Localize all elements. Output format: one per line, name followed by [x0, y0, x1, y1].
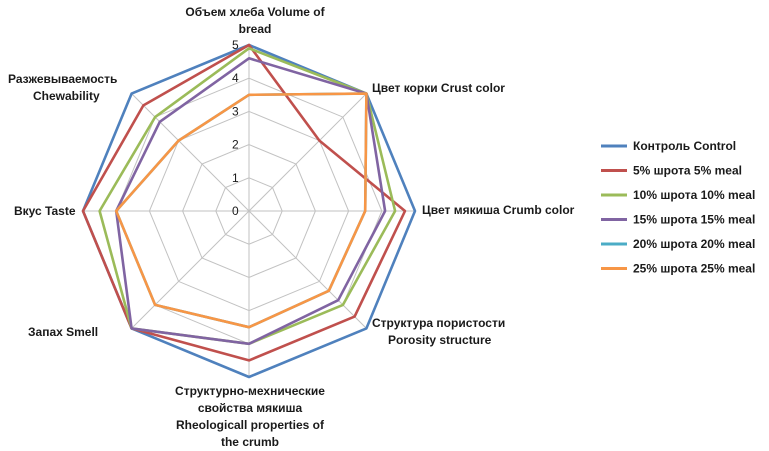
axis-label-4-line-1: Структура пористости [372, 316, 505, 330]
legend-label-5: 20% шрота 20% meal [633, 237, 755, 251]
tick-label-1: 1 [232, 171, 239, 185]
grid-spoke-2 [248, 93, 367, 212]
tick-label-2: 2 [232, 138, 239, 152]
grid-spoke-6 [131, 210, 250, 329]
axis-label-8-line-2: Chewability [33, 89, 100, 103]
tick-label-5: 5 [232, 38, 239, 52]
axis-label-5-line-3: Rheologicall properties of [176, 418, 325, 432]
axis-label-layer: Объем хлеба Volume of bread Цвет корки Cru… [8, 5, 575, 449]
tick-label-4: 4 [232, 71, 239, 85]
series-line-2 [81, 43, 407, 362]
series-layer [81, 43, 417, 379]
axis-label-8-line-1: Разжевываемость [8, 72, 117, 86]
legend-label-2: 5% шрота 5% meal [633, 164, 742, 178]
legend-label-1: Контроль Control [633, 139, 736, 153]
tick-layer: 0 1 2 3 4 5 [232, 38, 239, 218]
axis-label-1-line-2: bread [239, 22, 272, 36]
series-line-1 [81, 43, 417, 379]
series-line-6 [114, 92, 368, 329]
axis-label-7-line-1: Вкус Taste [14, 204, 76, 218]
axis-label-6-line-1: Запах Smell [28, 325, 98, 339]
axis-label-3-line-1: Цвет мякиша Crumb color [422, 203, 575, 217]
axis-label-5-line-4: the crumb [221, 435, 279, 449]
axis-label-2-line-1: Цвет корки Crust color [372, 81, 505, 95]
legend: Контроль Control 5% шрота 5% meal 10% шрот… [601, 139, 755, 276]
legend-label-4: 15% шрота 15% meal [633, 213, 755, 227]
grid-spoke-4 [248, 210, 367, 329]
axis-label-5-line-2: свойства мякиша [198, 401, 303, 415]
series-line-4 [114, 56, 387, 346]
axis-label-5-line-1: Структурно-мехнические [175, 384, 325, 398]
axis-label-1-line-1: Объем хлеба Volume of [185, 5, 325, 19]
legend-label-3: 10% шрота 10% meal [633, 188, 755, 202]
legend-label-6: 25% шрота 25% meal [633, 262, 755, 276]
tick-label-3: 3 [232, 104, 239, 118]
grid-spoke-8 [131, 93, 250, 212]
tick-label-0: 0 [232, 204, 239, 218]
axis-label-4-line-2: Porosity structure [388, 333, 492, 347]
